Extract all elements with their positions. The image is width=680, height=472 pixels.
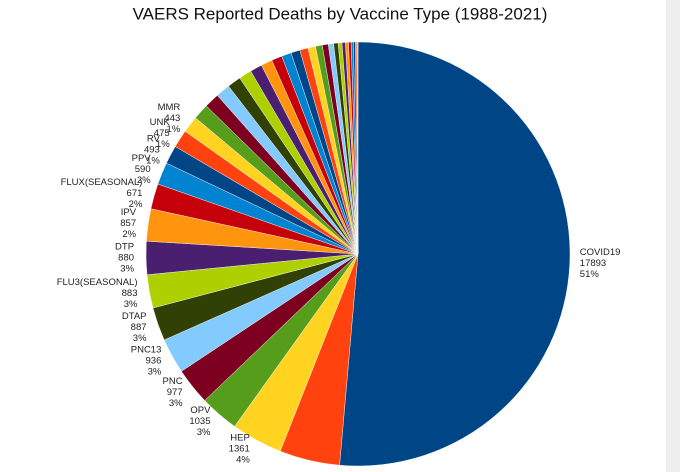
slice-label: 3% — [120, 264, 134, 275]
slice-label: HEP — [230, 432, 250, 443]
slice-label: 3% — [148, 366, 162, 377]
slice-label: 443 — [164, 113, 180, 124]
chart-title: VAERS Reported Deaths by Vaccine Type (1… — [133, 4, 548, 23]
slice-label: MMR — [158, 102, 181, 113]
slice-label: 671 — [127, 188, 143, 199]
scroll-edge — [666, 0, 680, 472]
slice-label: 17893 — [580, 258, 606, 269]
slice-label: 1% — [167, 124, 181, 135]
slice-label: 2% — [122, 229, 136, 240]
slice-label: 475 — [154, 128, 170, 139]
slice-label: 590 — [135, 164, 151, 175]
slice-label: DTAP — [122, 311, 147, 322]
slice-label: 1% — [156, 139, 170, 150]
slice-label: 857 — [120, 218, 136, 229]
slice-label: 936 — [146, 355, 162, 366]
slice-label: RV — [147, 134, 161, 145]
slice-label: DTP — [115, 242, 134, 253]
slice-label: PPV — [132, 153, 152, 164]
slice-label: 977 — [167, 387, 183, 398]
slice-label: 493 — [144, 145, 160, 156]
slice-label: 3% — [197, 427, 211, 438]
pie-slice — [339, 41, 571, 467]
slice-label: 3% — [169, 398, 183, 409]
slice-label: 1035 — [189, 416, 210, 427]
slice-label: 1% — [146, 156, 160, 167]
slice-label: 3% — [133, 333, 147, 344]
slice-label: 51% — [580, 269, 600, 280]
slice-label: FLU3(SEASONAL) — [57, 277, 138, 288]
slice-label: 2% — [129, 199, 143, 210]
slice-label: 2% — [137, 175, 151, 186]
slice-label: 4% — [236, 454, 250, 465]
slice-label: UNK — [150, 117, 171, 128]
slice-label: 887 — [131, 322, 147, 333]
slice-label: IPV — [121, 207, 137, 218]
slice-label: 3% — [124, 299, 138, 310]
pie-slice — [356, 41, 359, 255]
slice-label: PNC13 — [131, 344, 162, 355]
slice-label: 880 — [118, 253, 134, 264]
slice-label: FLUX(SEASONAL) — [61, 177, 143, 188]
slice-label: COVID19 — [580, 247, 621, 258]
slice-label: 883 — [122, 288, 138, 299]
slice-label: OPV — [190, 405, 211, 416]
slice-label: PNC — [163, 376, 183, 387]
slice-label: 1361 — [229, 443, 250, 454]
